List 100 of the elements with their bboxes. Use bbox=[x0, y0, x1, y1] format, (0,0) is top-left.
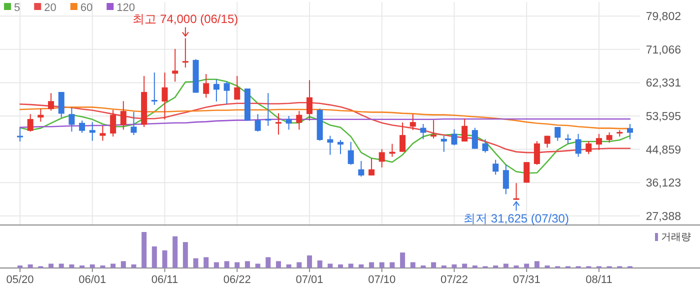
candlestick bbox=[420, 123, 426, 140]
candlestick bbox=[110, 109, 116, 138]
bar bbox=[142, 232, 147, 268]
candlestick bbox=[286, 115, 292, 130]
candlestick bbox=[451, 128, 458, 146]
candlestick bbox=[564, 134, 571, 144]
y-tick-label: 71,066 bbox=[646, 44, 681, 56]
candlestick bbox=[100, 125, 106, 142]
candlestick bbox=[27, 114, 34, 132]
candlestick bbox=[327, 135, 334, 156]
y-tick-label: 79,802 bbox=[646, 11, 681, 24]
bar bbox=[276, 261, 281, 268]
bar bbox=[524, 264, 530, 268]
candlestick bbox=[151, 72, 158, 106]
candlestick bbox=[89, 122, 96, 142]
legend-label: 120 bbox=[116, 2, 135, 14]
candlestick bbox=[472, 127, 478, 150]
candlestick bbox=[596, 133, 602, 150]
annotation: 최고 74,000 (06/15) bbox=[132, 12, 238, 26]
y-tick-label: 36,123 bbox=[646, 178, 681, 190]
legend-label: 20 bbox=[44, 2, 56, 14]
bar bbox=[369, 262, 374, 268]
bar bbox=[69, 264, 74, 268]
bar bbox=[214, 262, 219, 268]
candlestick bbox=[482, 138, 488, 154]
candlestick bbox=[575, 133, 582, 158]
candlestick bbox=[265, 92, 272, 126]
candlestick bbox=[627, 123, 633, 140]
bar bbox=[244, 261, 250, 268]
bar bbox=[317, 260, 322, 268]
y-tick-label: 44,859 bbox=[646, 144, 681, 156]
candlestick bbox=[606, 132, 612, 144]
bar bbox=[110, 264, 116, 268]
candlestick bbox=[182, 38, 188, 68]
candlestick bbox=[296, 110, 302, 130]
candlestick bbox=[79, 120, 86, 134]
bar bbox=[131, 264, 136, 268]
candlestick bbox=[554, 126, 561, 142]
bar bbox=[328, 264, 333, 268]
candlestick bbox=[130, 111, 137, 136]
bar bbox=[120, 261, 126, 268]
bar bbox=[296, 262, 302, 268]
bar bbox=[390, 262, 395, 268]
x-tick-label: 07/31 bbox=[512, 274, 540, 286]
bar bbox=[379, 262, 384, 268]
x-tick-label: 08/11 bbox=[586, 274, 612, 286]
candlestick bbox=[502, 164, 509, 195]
bar bbox=[224, 261, 230, 268]
candlestick bbox=[162, 72, 168, 120]
bar bbox=[441, 265, 446, 268]
candlestick bbox=[275, 112, 282, 136]
bar bbox=[80, 265, 85, 268]
bar bbox=[420, 265, 426, 268]
bar bbox=[234, 262, 240, 268]
candlestick bbox=[462, 118, 468, 142]
bar bbox=[348, 264, 354, 268]
bar bbox=[431, 262, 436, 268]
candlestick bbox=[68, 106, 75, 132]
x-tick-label: 07/10 bbox=[368, 274, 396, 286]
bar bbox=[162, 250, 168, 268]
candlestick bbox=[58, 91, 64, 118]
x-tick-label: 06/22 bbox=[223, 274, 251, 286]
bar bbox=[514, 265, 519, 268]
bar bbox=[338, 264, 344, 268]
bar bbox=[503, 264, 508, 268]
annotation: 최저 31,625 (07/30) bbox=[464, 212, 569, 226]
candlestick bbox=[38, 108, 44, 122]
y-tick-label: 62,331 bbox=[646, 78, 681, 90]
candlestick bbox=[513, 182, 520, 200]
bar bbox=[266, 257, 271, 268]
candlestick bbox=[234, 75, 240, 100]
bar bbox=[90, 264, 95, 268]
bar bbox=[28, 264, 33, 268]
candlestick bbox=[120, 100, 126, 130]
bar bbox=[400, 252, 406, 268]
candlestick bbox=[306, 80, 312, 122]
bar bbox=[410, 262, 416, 268]
y-tick-label: 53,595 bbox=[646, 110, 681, 123]
x-tick-label: 06/01 bbox=[78, 274, 106, 286]
candlestick bbox=[586, 140, 592, 155]
bar bbox=[172, 236, 178, 268]
candlestick bbox=[254, 114, 261, 132]
candlestick bbox=[368, 158, 375, 176]
bar bbox=[255, 264, 260, 268]
bar bbox=[182, 242, 188, 268]
bar bbox=[452, 264, 457, 268]
candlestick bbox=[378, 148, 385, 168]
bar bbox=[58, 264, 64, 268]
x-tick-label: 06/11 bbox=[151, 274, 178, 286]
candlestick bbox=[224, 81, 230, 105]
candlestick bbox=[430, 120, 437, 139]
bar bbox=[493, 265, 498, 268]
candlestick bbox=[48, 92, 54, 112]
candlestick bbox=[440, 135, 447, 152]
candlestick bbox=[338, 139, 344, 155]
bar bbox=[204, 257, 209, 268]
bar bbox=[306, 255, 312, 268]
bar bbox=[472, 265, 478, 268]
candlestick bbox=[358, 160, 364, 178]
candlestick bbox=[410, 114, 416, 131]
